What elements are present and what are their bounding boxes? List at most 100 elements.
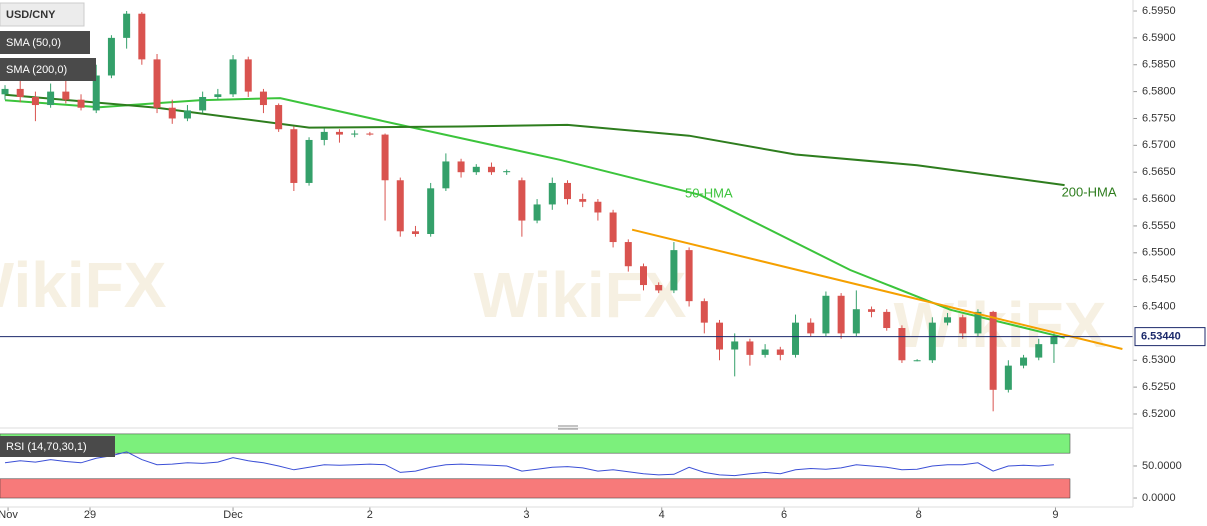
candle-body: [731, 341, 739, 350]
rsi-badge[interactable]: RSI (14,70,30,1): [0, 436, 115, 457]
symbol-label: USD/CNY: [6, 9, 56, 21]
candle-body: [533, 204, 541, 221]
rsi-tick-label: 50.0000: [1142, 460, 1182, 472]
y-tick-label: 6.5750: [1142, 112, 1176, 124]
rsi-line: [4, 451, 1054, 477]
candle-body: [381, 134, 389, 181]
candle-body: [16, 88, 24, 97]
candle-body: [761, 349, 769, 355]
trend-line: [631, 228, 1123, 350]
candle-body: [244, 59, 252, 92]
candle-body: [944, 317, 952, 323]
candle-body: [396, 180, 404, 232]
candle-body: [107, 37, 115, 76]
indicator-badge[interactable]: SMA (50,0): [0, 31, 90, 54]
ma-line: [4, 93, 1065, 187]
x-tick-label: 6: [781, 509, 787, 521]
candle-body: [1020, 357, 1028, 366]
candle-body: [807, 322, 815, 334]
x-tick-label: Nov: [0, 509, 18, 521]
candle-body: [214, 94, 222, 97]
y-tick-label: 6.5650: [1142, 166, 1176, 178]
candle-body: [898, 328, 906, 361]
y-tick-label: 6.5950: [1142, 5, 1176, 17]
candle-body: [335, 131, 343, 135]
y-tick-label: 6.5250: [1142, 381, 1176, 393]
candle-body: [548, 182, 556, 205]
rsi-tick-label: 0.0000: [1142, 492, 1176, 504]
candle-body: [457, 161, 465, 173]
y-tick-label: 6.5800: [1142, 86, 1176, 98]
candle-body: [579, 199, 587, 202]
candle-body: [883, 311, 891, 329]
watermark-text: WikiFX: [0, 249, 167, 321]
ma-line: [4, 97, 1065, 339]
y-tick-label: 6.5550: [1142, 220, 1176, 232]
candle-body: [123, 13, 131, 38]
candle-body: [913, 360, 921, 362]
candle-body: [792, 322, 800, 355]
candle-body: [47, 91, 55, 106]
x-tick-label: 3: [523, 509, 529, 521]
plot-layer: 50-HMA 200-HMA 6.53440: [0, 11, 1206, 499]
y-tick-label: 6.5400: [1142, 300, 1176, 312]
y-tick-label: 6.5300: [1142, 354, 1176, 366]
candle-body: [959, 317, 967, 334]
indicator-label: SMA (200,0): [6, 64, 67, 76]
last-price-box: [1134, 327, 1206, 347]
candle-body: [351, 133, 359, 135]
candle-body: [1004, 365, 1012, 390]
candle-body: [776, 349, 784, 355]
candle-body: [275, 105, 283, 130]
last-price-label: 6.53440: [1141, 331, 1181, 343]
candle-body: [442, 161, 450, 189]
candle-body: [92, 75, 100, 111]
candle-body: [852, 309, 860, 334]
candle-body: [427, 188, 435, 234]
candle-body: [518, 180, 526, 221]
candle-body: [1050, 336, 1058, 345]
candle-body: [746, 341, 754, 355]
candle-body: [366, 133, 374, 135]
candle-body: [62, 91, 70, 100]
candle-body: [670, 250, 678, 291]
candle-body: [290, 129, 298, 183]
candle-body: [928, 322, 936, 361]
candle-body: [837, 295, 845, 334]
candle-body: [700, 301, 708, 323]
candle-body: [259, 91, 267, 106]
candle-body: [609, 212, 617, 243]
x-tick-label: 4: [659, 509, 665, 521]
grid-layer: 6.5200 6.5250 6.5300 6.5400 6.5450 6.5500 6.55…: [0, 5, 1182, 521]
candle-body: [487, 166, 495, 173]
candle-body: [31, 96, 39, 106]
candle-body: [624, 242, 632, 267]
candle-body: [168, 107, 176, 119]
candle-body: [411, 231, 419, 234]
candle-body: [868, 309, 876, 312]
badge-box: [0, 436, 115, 457]
candle-body: [305, 139, 313, 183]
watermark-text: WikiFX: [474, 259, 687, 331]
candle-body: [320, 131, 328, 140]
candle-body: [594, 201, 602, 213]
symbol-badge: USD/CNY: [0, 2, 85, 27]
candle-body: [685, 250, 693, 302]
candle-body: [183, 110, 191, 119]
badge-box: [0, 31, 90, 54]
badge-box: [0, 58, 96, 81]
candle-body: [199, 96, 207, 111]
indicator-label: SMA (50,0): [6, 37, 61, 49]
x-tick-label: 2: [367, 509, 373, 521]
y-tick-label: 6.5900: [1142, 32, 1176, 44]
candle-body: [472, 166, 480, 173]
candle-body: [138, 13, 146, 60]
series-label: 200-HMA: [1062, 185, 1117, 200]
badge-box: [0, 2, 85, 27]
x-tick-label: 29: [84, 509, 96, 521]
candle-body: [655, 285, 663, 291]
x-tick-label: 9: [1052, 509, 1058, 521]
indicator-badge[interactable]: SMA (200,0): [0, 58, 96, 81]
rsi-zone: [0, 478, 1071, 499]
